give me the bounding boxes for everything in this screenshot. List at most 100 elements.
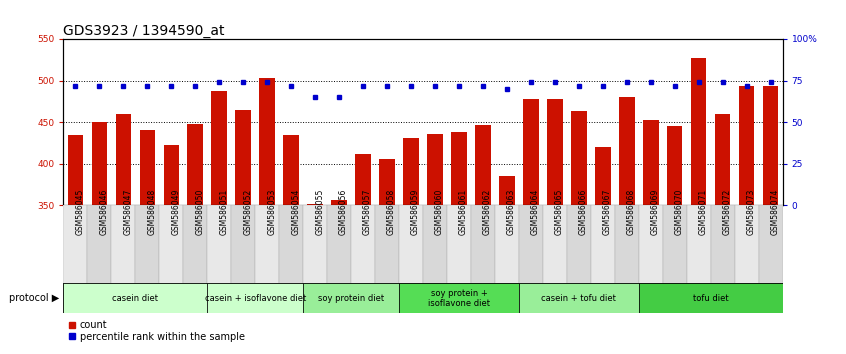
Bar — [207, 205, 231, 285]
Text: soy protein diet: soy protein diet — [318, 294, 384, 303]
Bar — [667, 126, 683, 205]
Text: casein + isoflavone diet: casein + isoflavone diet — [205, 294, 306, 303]
Text: GSM586058: GSM586058 — [387, 189, 396, 235]
Bar — [279, 205, 303, 285]
Bar — [543, 205, 567, 285]
Bar — [595, 147, 611, 205]
Text: protocol ▶: protocol ▶ — [9, 293, 59, 303]
Bar — [135, 205, 159, 285]
Legend: count, percentile rank within the sample: count, percentile rank within the sample — [69, 320, 245, 342]
Text: GSM586069: GSM586069 — [651, 188, 660, 235]
Bar — [260, 78, 275, 205]
Text: GSM586064: GSM586064 — [531, 188, 540, 235]
Text: GSM586050: GSM586050 — [195, 188, 204, 235]
Bar — [447, 205, 471, 285]
Bar — [307, 204, 323, 205]
Text: GSM586074: GSM586074 — [771, 188, 779, 235]
Bar — [399, 205, 423, 285]
Bar — [687, 205, 711, 285]
Bar — [643, 120, 658, 205]
Bar — [475, 125, 491, 205]
Bar — [471, 205, 495, 285]
Bar — [303, 283, 399, 313]
Bar — [519, 205, 543, 285]
Bar — [451, 132, 467, 205]
Bar — [759, 205, 783, 285]
Bar — [499, 176, 514, 205]
Bar — [495, 205, 519, 285]
Bar — [184, 205, 207, 285]
Bar — [567, 205, 591, 285]
Text: GSM586049: GSM586049 — [171, 188, 180, 235]
Bar — [399, 283, 519, 313]
Bar — [207, 283, 303, 313]
Bar — [639, 283, 783, 313]
Text: GSM586057: GSM586057 — [363, 188, 372, 235]
Bar — [112, 205, 135, 285]
Bar — [163, 144, 179, 205]
Bar — [571, 111, 586, 205]
Bar — [63, 205, 87, 285]
Text: GSM586046: GSM586046 — [99, 188, 108, 235]
Text: GSM586053: GSM586053 — [267, 188, 276, 235]
Text: GSM586061: GSM586061 — [459, 189, 468, 235]
Text: GSM586047: GSM586047 — [124, 188, 132, 235]
Text: GSM586073: GSM586073 — [747, 188, 755, 235]
Bar — [615, 205, 639, 285]
Bar — [691, 58, 706, 205]
Bar — [212, 91, 227, 205]
Text: GSM586045: GSM586045 — [75, 188, 85, 235]
Bar — [639, 205, 662, 285]
Bar — [519, 283, 639, 313]
Text: tofu diet: tofu diet — [693, 294, 728, 303]
Bar — [235, 110, 251, 205]
Bar — [523, 99, 539, 205]
Text: GSM586054: GSM586054 — [291, 188, 300, 235]
Bar — [591, 205, 615, 285]
Bar — [63, 283, 207, 313]
Text: casein diet: casein diet — [113, 294, 158, 303]
Bar — [619, 97, 634, 205]
Bar — [303, 205, 327, 285]
Text: soy protein +
isoflavone diet: soy protein + isoflavone diet — [428, 289, 490, 308]
Bar — [159, 205, 184, 285]
Bar — [715, 114, 730, 205]
Text: GSM586065: GSM586065 — [555, 188, 563, 235]
Text: GSM586063: GSM586063 — [507, 188, 516, 235]
Text: GDS3923 / 1394590_at: GDS3923 / 1394590_at — [63, 24, 225, 38]
Text: GSM586052: GSM586052 — [244, 189, 252, 235]
Bar — [763, 86, 778, 205]
Bar — [375, 205, 399, 285]
Bar — [739, 86, 755, 205]
Bar — [423, 205, 447, 285]
Bar — [68, 135, 83, 205]
Bar — [231, 205, 255, 285]
Text: GSM586055: GSM586055 — [315, 188, 324, 235]
Bar — [711, 205, 734, 285]
Bar — [283, 135, 299, 205]
Text: GSM586056: GSM586056 — [339, 188, 348, 235]
Bar — [404, 138, 419, 205]
Text: GSM586068: GSM586068 — [627, 189, 635, 235]
Bar — [427, 134, 442, 205]
Bar — [355, 154, 371, 205]
Text: GSM586071: GSM586071 — [699, 189, 707, 235]
Text: casein + tofu diet: casein + tofu diet — [541, 294, 616, 303]
Bar — [327, 205, 351, 285]
Text: GSM586070: GSM586070 — [675, 188, 684, 235]
Bar — [734, 205, 759, 285]
Text: GSM586060: GSM586060 — [435, 188, 444, 235]
Text: GSM586048: GSM586048 — [147, 189, 157, 235]
Text: GSM586059: GSM586059 — [411, 188, 420, 235]
Bar — [547, 99, 563, 205]
Bar — [140, 131, 155, 205]
Bar — [91, 122, 107, 205]
Bar — [87, 205, 112, 285]
Bar — [255, 205, 279, 285]
Text: GSM586066: GSM586066 — [579, 188, 588, 235]
Text: GSM586062: GSM586062 — [483, 189, 492, 235]
Bar — [662, 205, 687, 285]
Text: GSM586072: GSM586072 — [722, 189, 732, 235]
Bar — [188, 124, 203, 205]
Bar — [379, 159, 395, 205]
